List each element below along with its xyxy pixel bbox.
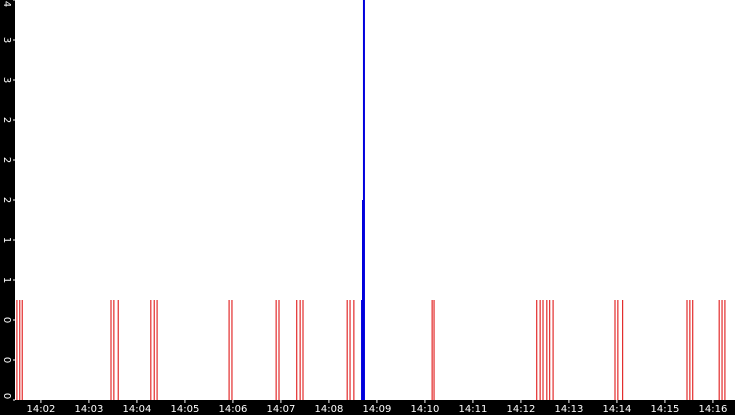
x-tick-label: 14:12 bbox=[507, 404, 536, 415]
x-tick-label: 14:05 bbox=[171, 404, 200, 415]
x-tick-label: 14:02 bbox=[27, 404, 56, 415]
y-tick-label: 4 bbox=[1, 1, 12, 7]
y-axis-strip bbox=[0, 0, 15, 415]
y-tick-label: 3 bbox=[1, 77, 12, 83]
x-tick-label: 14:11 bbox=[459, 404, 488, 415]
y-tick-label: 0 bbox=[1, 393, 12, 399]
x-tick-label: 14:10 bbox=[411, 404, 440, 415]
y-tick-label: 1 bbox=[1, 237, 12, 243]
x-tick-label: 14:15 bbox=[651, 404, 680, 415]
x-tick-label: 14:04 bbox=[123, 404, 152, 415]
y-tick-label: 2 bbox=[1, 197, 12, 203]
x-tick-label: 14:03 bbox=[75, 404, 104, 415]
y-tick-label: 0 bbox=[1, 317, 12, 323]
x-tick-label: 14:07 bbox=[267, 404, 296, 415]
x-tick-label: 14:14 bbox=[603, 404, 632, 415]
x-tick-label: 14:09 bbox=[363, 404, 392, 415]
y-tick-label: 2 bbox=[1, 117, 12, 123]
y-tick-label: 2 bbox=[1, 157, 12, 163]
x-tick-label: 14:13 bbox=[555, 404, 584, 415]
x-axis-strip bbox=[0, 400, 735, 415]
y-tick-label: 3 bbox=[1, 37, 12, 43]
x-tick-label: 14:16 bbox=[699, 404, 728, 415]
y-tick-label: 0 bbox=[1, 357, 12, 363]
x-tick-label: 14:08 bbox=[315, 404, 344, 415]
x-tick-label: 14:06 bbox=[219, 404, 248, 415]
y-tick-label: 1 bbox=[1, 277, 12, 283]
